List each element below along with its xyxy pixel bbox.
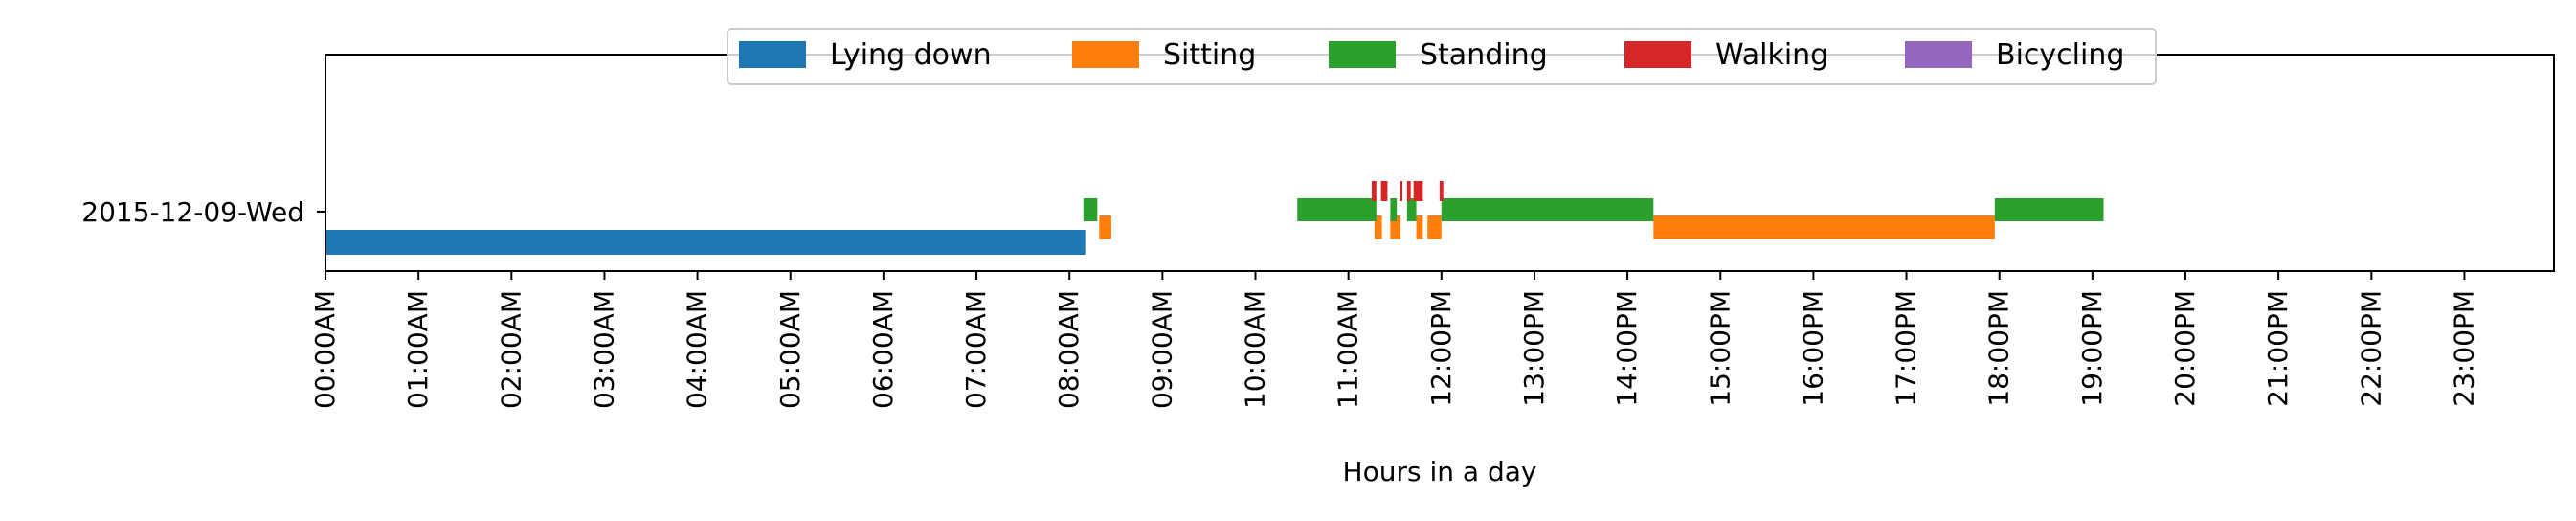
bar-walking-4 xyxy=(1413,181,1423,201)
legend-label-lying-down: Lying down xyxy=(830,38,992,72)
x-tick-label-3: 03:00AM xyxy=(588,290,619,409)
bar-standing-5 xyxy=(1994,198,2104,221)
bar-standing-4 xyxy=(1441,198,1654,221)
x-tick-label-18: 18:00PM xyxy=(1983,290,2015,407)
x-tick-label-6: 06:00AM xyxy=(867,290,899,409)
x-tick-label-21: 21:00PM xyxy=(2262,290,2294,407)
x-tick-label-2: 02:00AM xyxy=(495,290,526,409)
bar-walking-0 xyxy=(1371,181,1377,201)
x-tick-label-9: 09:00AM xyxy=(1146,290,1177,409)
x-tick-label-13: 13:00PM xyxy=(1518,290,1550,407)
x-tick-label-10: 10:00AM xyxy=(1240,290,1271,409)
x-tick-label-22: 22:00PM xyxy=(2355,290,2386,407)
x-tick-label-17: 17:00PM xyxy=(1891,290,1922,407)
legend-label-sitting: Sitting xyxy=(1163,38,1256,72)
bar-sitting-2 xyxy=(1390,215,1401,239)
x-tick-label-8: 08:00AM xyxy=(1053,290,1085,409)
legend-swatch-bicycling xyxy=(1905,41,1972,68)
bar-walking-5 xyxy=(1439,181,1444,201)
legend-label-standing: Standing xyxy=(1420,38,1548,72)
x-axis-title: Hours in a day xyxy=(1343,456,1537,487)
x-tick-label-1: 01:00AM xyxy=(402,290,434,409)
legend: Lying down Sitting Standing Walking Bicyclin… xyxy=(727,28,2157,85)
bar-standing-3 xyxy=(1406,198,1417,221)
x-tick-label-11: 11:00AM xyxy=(1333,290,1364,409)
x-tick-label-5: 05:00AM xyxy=(774,290,806,409)
x-tick-label-0: 00:00AM xyxy=(309,290,341,409)
legend-swatch-walking xyxy=(1624,41,1691,68)
legend-swatch-sitting xyxy=(1072,41,1139,68)
x-tick-label-7: 07:00AM xyxy=(960,290,992,409)
legend-swatch-standing xyxy=(1329,41,1396,68)
legend-label-walking: Walking xyxy=(1715,38,1828,72)
x-tick-label-23: 23:00PM xyxy=(2448,290,2479,407)
bars-layer xyxy=(325,181,2104,255)
bar-sitting-1 xyxy=(1374,215,1382,239)
y-axis: 2015-12-09-Wed xyxy=(81,196,325,228)
legend-label-bicycling: Bicycling xyxy=(1996,38,2124,72)
bar-standing-0 xyxy=(1083,198,1098,221)
x-tick-label-20: 20:00PM xyxy=(2169,290,2201,407)
bar-sitting-0 xyxy=(1099,215,1111,239)
bar-walking-1 xyxy=(1380,181,1388,201)
bar-standing-2 xyxy=(1390,198,1398,221)
bar-walking-3 xyxy=(1406,181,1411,201)
legend-swatch-lying-down xyxy=(739,41,806,68)
x-tick-label-19: 19:00PM xyxy=(2076,290,2108,407)
x-axis: 00:00AM 01:00AM 02:00AM 03:00AM 04:00AM 05:00… xyxy=(309,271,2479,409)
x-tick-label-12: 12:00PM xyxy=(1425,290,1457,407)
bar-lying-down-0 xyxy=(325,230,1086,255)
bar-sitting-5 xyxy=(1653,215,1995,239)
bar-sitting-4 xyxy=(1427,215,1442,239)
y-tick-label-0: 2015-12-09-Wed xyxy=(81,196,304,228)
x-tick-label-14: 14:00PM xyxy=(1611,290,1643,407)
x-tick-label-16: 16:00PM xyxy=(1797,290,1828,407)
bar-walking-2 xyxy=(1400,181,1402,201)
x-tick-label-15: 15:00PM xyxy=(1704,290,1736,407)
bar-standing-1 xyxy=(1297,198,1377,221)
bar-sitting-3 xyxy=(1416,215,1423,239)
x-tick-label-4: 04:00AM xyxy=(682,290,713,409)
